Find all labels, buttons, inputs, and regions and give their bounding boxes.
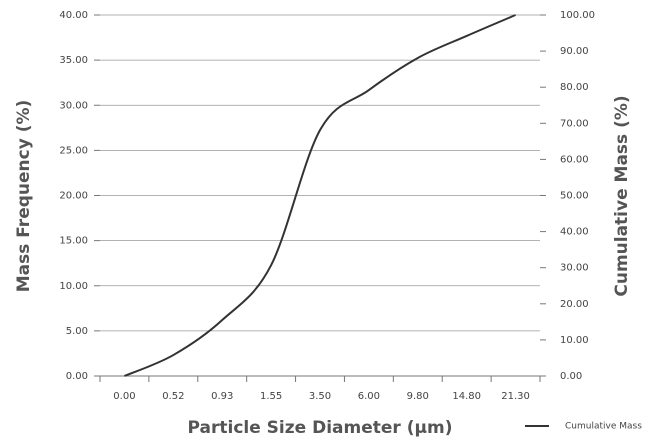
- y2-tick-label: 40.00: [560, 227, 589, 238]
- y2-tick-label: 30.00: [560, 263, 589, 274]
- y2-tick-label: 80.00: [560, 82, 589, 93]
- x-tick-label: 0.52: [162, 391, 184, 402]
- x-tick-label: 21.30: [501, 391, 530, 402]
- y2-tick-label: 0.00: [560, 371, 582, 382]
- y2-tick-label: 90.00: [560, 46, 589, 57]
- legend-label: Cumulative Mass: [565, 422, 642, 432]
- x-tick-label: 3.50: [309, 391, 331, 402]
- y2-axis-title: Cumulative Mass (%): [612, 95, 632, 296]
- x-tick-label: 14.80: [452, 391, 481, 402]
- y2-tick-label: 60.00: [560, 154, 589, 165]
- y2-tick-label: 70.00: [560, 118, 589, 129]
- x-tick-label: 0.00: [113, 391, 135, 402]
- line-series: [124, 14, 516, 377]
- y2-tick-label: 100.00: [560, 10, 595, 21]
- y-tick-label: 25.00: [59, 145, 88, 156]
- y2-tick-label: 50.00: [560, 191, 589, 202]
- y-tick-label: 10.00: [59, 281, 88, 292]
- x-tick-label: 6.00: [358, 391, 380, 402]
- y-tick-label: 15.00: [59, 236, 88, 247]
- x-tick-label: 1.55: [260, 391, 282, 402]
- y2-tick-label: 20.00: [560, 299, 589, 310]
- y-axis-title: Mass Frequency (%): [14, 100, 34, 293]
- y-tick-label: 20.00: [59, 191, 88, 202]
- y-tick-label: 5.00: [66, 326, 88, 337]
- x-tick-label: 0.93: [211, 391, 233, 402]
- x-tick-label: 9.80: [407, 391, 429, 402]
- x-axis-title: Particle Size Diameter (µm): [188, 418, 453, 438]
- y-tick-label: 30.00: [59, 100, 88, 111]
- y2-tick-label: 10.00: [560, 335, 589, 346]
- y-tick-label: 0.00: [66, 371, 88, 382]
- y-tick-label: 35.00: [59, 55, 88, 66]
- y-tick-label: 40.00: [59, 10, 88, 21]
